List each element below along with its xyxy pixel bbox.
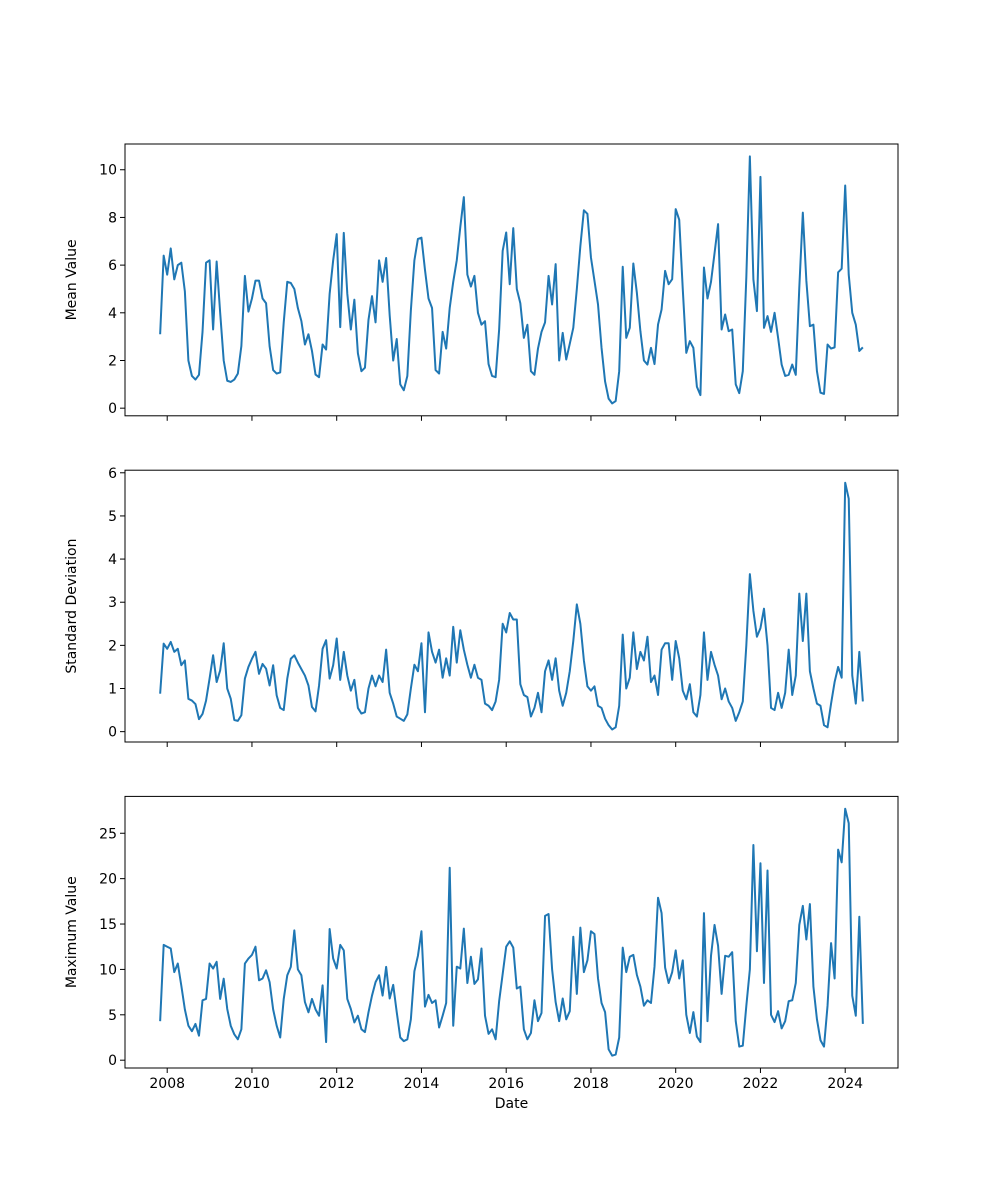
series-line-mean-value [159,155,864,405]
y-tick-label: 5 [108,1008,117,1024]
y-tick-label: 25 [99,826,117,842]
y-tick-label: 20 [99,872,117,888]
axes-spines [124,469,899,743]
y-axis-label-maximum-value: Maximum Value [64,876,80,988]
y-tick-label: 6 [108,466,117,482]
x-tick-label: 2024 [827,1076,863,1092]
axes-spines [124,143,899,417]
x-tick-label: 2018 [573,1076,609,1092]
y-tick-label: 4 [108,552,117,568]
x-tick-label: 2012 [319,1076,355,1092]
y-tick-label: 4 [108,306,117,322]
y-tick-label: 8 [108,210,117,226]
axes-spines [124,795,899,1069]
x-axis-label: Date [495,1096,528,1112]
x-tick-label: 2008 [149,1076,185,1092]
y-axis-label-standard-deviation: Standard Deviation [64,539,80,674]
y-tick-label: 2 [108,638,117,654]
y-tick-label: 0 [108,725,117,741]
subplot-mean-value: 0 2 4 6 8 10 Mean Value [64,143,899,421]
x-tick-label: 2010 [234,1076,270,1092]
subplot-maximum-value: 0 5 10 15 20 25 2008 2010 2012 2014 2016 2018 2020 20… [64,795,899,1112]
subplot-standard-deviation: 0 1 2 3 4 5 6 Standard Deviation [64,466,899,747]
x-tick-label: 2016 [488,1076,524,1092]
y-tick-label: 0 [108,401,117,417]
y-tick-label: 10 [99,962,117,978]
x-tick-label: 2020 [658,1076,694,1092]
series-line-maximum-value [159,807,864,1057]
x-tick-label: 2014 [404,1076,440,1092]
y-tick-label: 5 [108,509,117,525]
series-line-standard-deviation [159,481,864,731]
y-axis-label-mean-value: Mean Value [64,239,80,320]
x-tick-label: 2022 [743,1076,779,1092]
y-tick-label: 6 [108,258,117,274]
y-tick-label: 0 [108,1053,117,1069]
y-tick-label: 15 [99,917,117,933]
y-tick-label: 1 [108,682,117,698]
y-tick-label: 10 [99,163,117,179]
y-tick-label: 3 [108,595,117,611]
y-tick-label: 2 [108,353,117,369]
